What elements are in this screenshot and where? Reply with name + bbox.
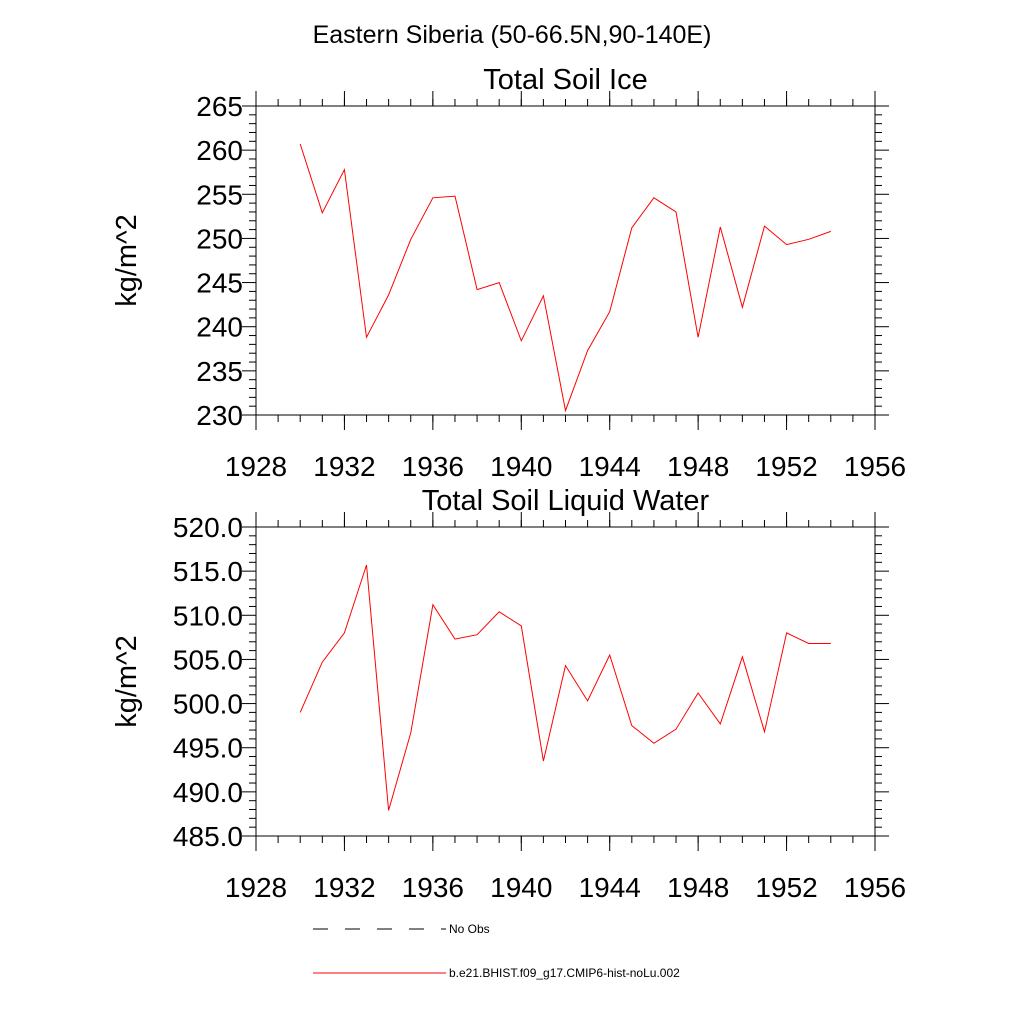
y-tick-label: 245 bbox=[196, 268, 243, 299]
x-tick-label: 1940 bbox=[490, 872, 552, 903]
x-tick-label: 1944 bbox=[579, 451, 641, 482]
x-tick-label: 1944 bbox=[579, 872, 641, 903]
figure-title: Eastern Siberia (50-66.5N,90-140E) bbox=[313, 21, 712, 49]
x-tick-label: 1948 bbox=[667, 872, 729, 903]
y-tick-label: 490.0 bbox=[173, 777, 243, 808]
y-tick-label: 510.0 bbox=[173, 600, 243, 631]
y-tick-label: 235 bbox=[196, 356, 243, 387]
panel-title: Total Soil Liquid Water bbox=[422, 485, 710, 517]
panel-total-soil-ice: Total Soil Ice 1928 1932 1936 1940 1944 1948 19… bbox=[111, 64, 906, 482]
y-tick-label: 250 bbox=[196, 223, 243, 254]
series-line bbox=[299, 564, 831, 811]
legend-label: No Obs bbox=[449, 922, 490, 936]
x-tick-label: 1952 bbox=[755, 451, 817, 482]
x-tick-label: 1928 bbox=[225, 872, 287, 903]
x-tick-label: 1936 bbox=[402, 451, 464, 482]
y-axis-label: kg/m^2 bbox=[111, 214, 143, 307]
x-tick-label: 1948 bbox=[667, 451, 729, 482]
x-tick-label: 1932 bbox=[313, 872, 375, 903]
y-tick-label: 230 bbox=[196, 400, 243, 431]
y-tick-label: 500.0 bbox=[173, 689, 243, 720]
y-tick-label: 255 bbox=[196, 179, 243, 210]
x-tick-label: 1956 bbox=[844, 451, 906, 482]
plot-frame bbox=[255, 526, 876, 837]
legend: No Obs b.e21.BHIST.f09_g17.CMIP6-hist-noL… bbox=[313, 922, 680, 980]
y-tick-label: 265 bbox=[196, 91, 243, 122]
y-tick-label: 485.0 bbox=[173, 821, 243, 852]
y-axis-label: kg/m^2 bbox=[111, 635, 143, 728]
y-tick-label: 515.0 bbox=[173, 556, 243, 587]
y-tick-label: 240 bbox=[196, 312, 243, 343]
x-tick-label: 1952 bbox=[755, 872, 817, 903]
panel-total-soil-liquid-water: Total Soil Liquid Water 1928 1932 1936 1940 1… bbox=[111, 485, 906, 903]
legend-label: b.e21.BHIST.f09_g17.CMIP6-hist-noLu.002 bbox=[449, 966, 680, 980]
panel-title: Total Soil Ice bbox=[483, 64, 647, 96]
y-tick-label: 260 bbox=[196, 135, 243, 166]
x-tick-label: 1956 bbox=[844, 872, 906, 903]
y-tick-label: 520.0 bbox=[173, 512, 243, 543]
y-tick-label: 495.0 bbox=[173, 733, 243, 764]
x-tick-label: 1940 bbox=[490, 451, 552, 482]
x-tick-label: 1928 bbox=[225, 451, 287, 482]
x-tick-label: 1936 bbox=[402, 872, 464, 903]
plot-frame bbox=[255, 105, 876, 416]
x-tick-label: 1932 bbox=[313, 451, 375, 482]
series-line bbox=[299, 143, 831, 413]
y-tick-label: 505.0 bbox=[173, 644, 243, 675]
